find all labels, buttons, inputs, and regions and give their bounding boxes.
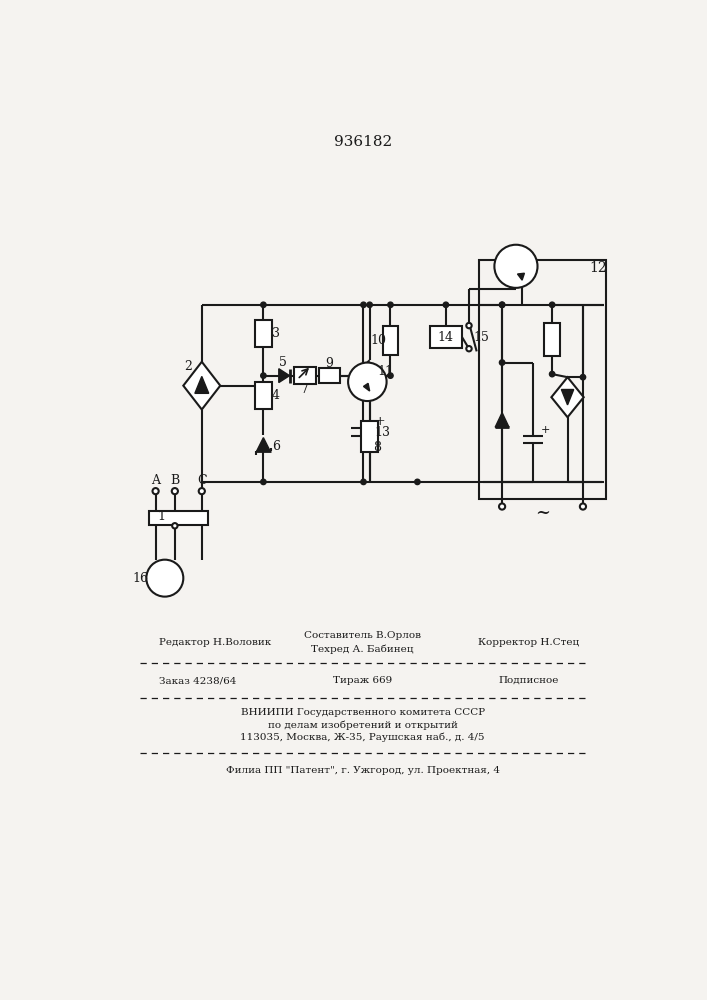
Polygon shape: [279, 369, 290, 383]
Text: по делам изобретений и открытий: по делам изобретений и открытий: [268, 720, 457, 730]
Bar: [479, 260, 606, 499]
Text: Корректор Н.Стец: Корректор Н.Стец: [479, 638, 580, 647]
Text: Техред А. Бабинец: Техред А. Бабинец: [312, 644, 414, 654]
Text: 11: 11: [377, 365, 393, 378]
Circle shape: [467, 346, 472, 351]
Text: A: A: [151, 474, 160, 487]
Circle shape: [387, 302, 393, 307]
Text: Филиа ПП "Патент", г. Ужгород, ул. Проектная, 4: Филиа ПП "Патент", г. Ужгород, ул. Проек…: [226, 766, 500, 775]
Text: Редактор Н.Воловик: Редактор Н.Воловик: [160, 638, 271, 647]
Bar: [382, 326, 398, 355]
Text: 16: 16: [132, 572, 148, 585]
Circle shape: [199, 383, 204, 388]
Circle shape: [261, 479, 266, 485]
Polygon shape: [551, 377, 584, 417]
Text: 10: 10: [370, 334, 386, 347]
Text: Заказ 4238/64: Заказ 4238/64: [160, 676, 237, 685]
Circle shape: [499, 360, 505, 365]
Circle shape: [415, 479, 420, 485]
Text: 4: 4: [271, 389, 280, 402]
Circle shape: [499, 302, 505, 307]
Bar: [361, 421, 378, 452]
Text: ~: ~: [535, 504, 550, 522]
Bar: [149, 511, 208, 525]
Circle shape: [494, 245, 537, 288]
Text: Тираж 669: Тираж 669: [333, 676, 392, 685]
Circle shape: [367, 302, 373, 307]
Text: 13: 13: [374, 426, 390, 439]
Circle shape: [153, 488, 158, 494]
Circle shape: [580, 374, 585, 380]
Polygon shape: [518, 273, 525, 280]
Circle shape: [387, 373, 393, 378]
Text: 3: 3: [271, 327, 280, 340]
Polygon shape: [363, 383, 370, 391]
Circle shape: [261, 373, 266, 378]
Bar: [294, 367, 316, 384]
Circle shape: [549, 302, 555, 307]
Bar: [255, 320, 272, 347]
Text: 936182: 936182: [334, 135, 392, 149]
Circle shape: [443, 302, 448, 307]
Circle shape: [549, 371, 555, 377]
Circle shape: [499, 503, 506, 510]
Polygon shape: [495, 413, 509, 427]
Text: +: +: [375, 415, 386, 428]
Bar: [544, 323, 560, 356]
Circle shape: [580, 503, 586, 510]
Text: 6: 6: [271, 440, 280, 453]
Bar: [319, 368, 340, 383]
Circle shape: [172, 488, 178, 494]
Circle shape: [199, 488, 205, 494]
Text: C: C: [197, 474, 206, 487]
Text: ВНИИПИ Государственного комитета СССР: ВНИИПИ Государственного комитета СССР: [240, 708, 485, 717]
Text: 5: 5: [279, 356, 287, 369]
Text: 2: 2: [184, 360, 192, 373]
Circle shape: [261, 302, 266, 307]
Polygon shape: [195, 376, 209, 393]
Bar: [255, 382, 272, 409]
Polygon shape: [561, 389, 573, 405]
Text: 113035, Москва, Ж-35, Раушская наб., д. 4/5: 113035, Москва, Ж-35, Раушская наб., д. …: [240, 733, 485, 742]
Circle shape: [172, 523, 177, 528]
Text: 15: 15: [474, 331, 489, 344]
Circle shape: [467, 323, 472, 328]
Circle shape: [499, 302, 505, 307]
Text: B: B: [170, 474, 180, 487]
Text: 8: 8: [373, 441, 381, 454]
Polygon shape: [183, 362, 221, 410]
Text: Составитель В.Орлов: Составитель В.Орлов: [304, 631, 421, 640]
Circle shape: [146, 560, 183, 597]
Text: +: +: [541, 425, 550, 435]
Polygon shape: [257, 438, 270, 451]
Circle shape: [361, 302, 366, 307]
Text: 12: 12: [590, 261, 607, 275]
Circle shape: [361, 479, 366, 485]
Text: 1: 1: [158, 510, 165, 523]
Text: Подписное: Подписное: [499, 676, 559, 685]
Circle shape: [348, 363, 387, 401]
Text: 9: 9: [326, 357, 334, 370]
Text: 14: 14: [438, 331, 454, 344]
Bar: [430, 326, 462, 348]
Text: 7: 7: [301, 383, 309, 396]
